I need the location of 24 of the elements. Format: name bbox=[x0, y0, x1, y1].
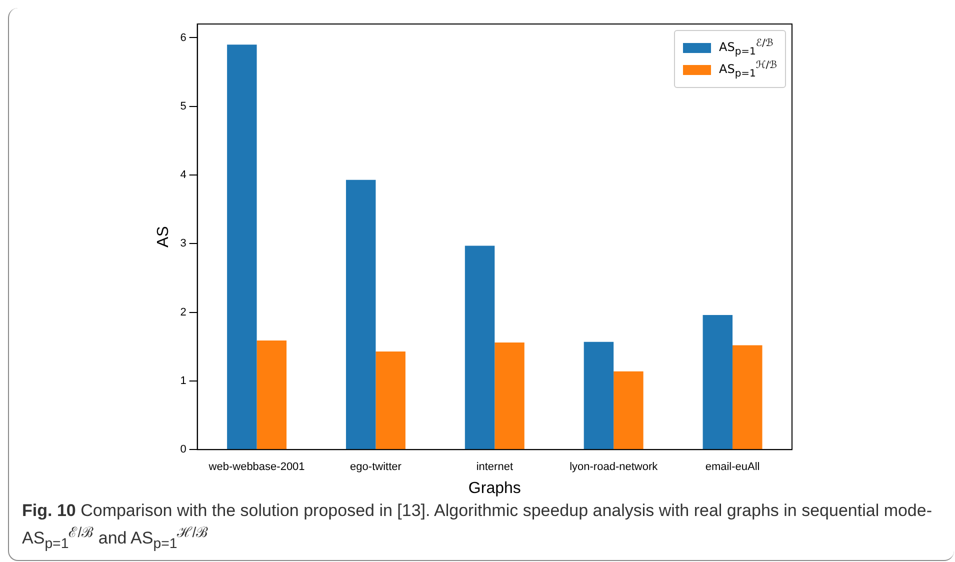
y-tick-label: 0 bbox=[180, 444, 186, 456]
bar bbox=[346, 180, 376, 450]
y-tick-label: 6 bbox=[180, 32, 186, 44]
y-tick-label: 3 bbox=[180, 238, 186, 250]
y-tick-label: 2 bbox=[180, 306, 186, 318]
x-axis-title: Graphs bbox=[468, 480, 521, 497]
x-tick-label: email-euAll bbox=[705, 461, 760, 474]
x-tick-label: ego-twitter bbox=[350, 461, 402, 474]
bar bbox=[584, 342, 614, 450]
y-tick-label: 5 bbox=[180, 100, 186, 112]
bar bbox=[376, 351, 406, 450]
bar bbox=[732, 345, 762, 450]
bar bbox=[464, 246, 495, 450]
bar bbox=[614, 371, 644, 450]
x-tick-label: internet bbox=[476, 461, 514, 474]
y-tick-label: 1 bbox=[180, 374, 186, 387]
bar bbox=[702, 315, 733, 450]
x-tick-label: lyon-road-network bbox=[570, 461, 658, 474]
y-axis-title: AS bbox=[155, 226, 172, 248]
y-tick-label: 4 bbox=[180, 169, 186, 182]
x-tick-label: web-webbase-2001 bbox=[208, 461, 305, 474]
bar bbox=[494, 342, 524, 450]
bar bbox=[256, 340, 287, 450]
bar bbox=[227, 44, 257, 450]
